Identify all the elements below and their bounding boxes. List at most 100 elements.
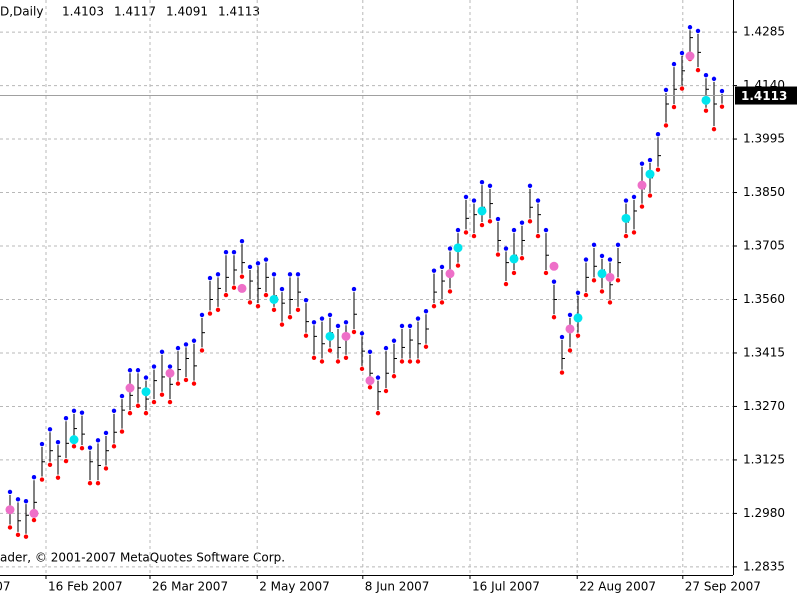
low-dot (79, 445, 85, 451)
low-dot (95, 481, 101, 486)
high-dot (87, 445, 93, 450)
low-dot (239, 274, 245, 279)
low-dot (199, 348, 205, 353)
y-tick-label: 1.4285 (743, 25, 785, 39)
high-dot (439, 264, 445, 270)
signal-marker (453, 243, 463, 253)
low-dot (471, 233, 477, 239)
low-dot (135, 403, 141, 408)
low-dot (527, 219, 533, 224)
high-dot (519, 220, 525, 225)
low-dot (503, 281, 509, 287)
high-dot (63, 415, 69, 421)
low-dot (151, 399, 157, 405)
high-dot (199, 312, 205, 318)
high-dot (495, 216, 501, 222)
low-dot (367, 385, 373, 390)
high-dot (687, 25, 693, 30)
signal-marker (5, 505, 15, 515)
x-tick-label: 2 May 2007 (259, 580, 330, 594)
high-dot (55, 439, 61, 445)
low-dot (423, 344, 429, 349)
low-dot (455, 263, 461, 268)
y-tick-label: 1.3415 (743, 345, 785, 359)
x-tick-label: 26 Mar 2007 (152, 580, 228, 594)
high-dot (671, 61, 677, 67)
low-dot (599, 289, 605, 294)
high-dot (127, 368, 133, 373)
low-dot (591, 278, 597, 283)
low-dot (191, 381, 197, 386)
low-dot (207, 311, 213, 316)
low-dot (295, 307, 301, 313)
high-dot (631, 194, 637, 200)
high-dot (207, 275, 213, 281)
signal-marker (509, 254, 519, 264)
header-close: 1.4113 (218, 5, 260, 19)
low-dot (23, 534, 29, 539)
high-dot (119, 393, 125, 399)
low-dot (39, 477, 45, 482)
high-dot (191, 338, 197, 343)
high-dot (15, 497, 21, 502)
high-dot (639, 161, 645, 166)
low-dot (7, 525, 13, 530)
high-dot (39, 441, 45, 447)
high-dot (271, 272, 277, 277)
low-dot (575, 333, 581, 338)
signal-marker (141, 387, 151, 397)
current-price-box (735, 86, 797, 105)
y-tick-label: 1.2835 (743, 559, 785, 573)
high-dot (399, 323, 405, 329)
signal-marker (29, 508, 39, 518)
high-dot (79, 410, 85, 415)
high-dot (23, 498, 29, 504)
low-dot (359, 366, 365, 372)
low-dot (415, 359, 421, 364)
header-open: 1.4103 (62, 5, 104, 19)
low-dot (655, 167, 661, 172)
high-dot (615, 242, 621, 248)
signal-marker (365, 376, 375, 386)
signal-marker (565, 324, 575, 334)
high-dot (703, 72, 709, 78)
low-dot (271, 307, 277, 313)
high-dot (143, 375, 149, 380)
symbol: D,Daily (0, 5, 43, 19)
high-dot (343, 320, 349, 325)
low-dot (551, 315, 557, 320)
high-dot (423, 309, 429, 314)
high-dot (391, 338, 397, 343)
low-dot (223, 292, 229, 298)
high-dot (559, 334, 565, 340)
low-dot (439, 300, 445, 305)
high-dot (607, 257, 613, 262)
high-dot (679, 50, 685, 56)
high-dot (263, 257, 269, 262)
y-tick-label: 1.3270 (743, 399, 785, 413)
low-dot (495, 252, 501, 257)
low-dot (487, 219, 493, 224)
high-dot (359, 331, 365, 336)
high-dot (583, 257, 589, 262)
high-dot (215, 272, 221, 277)
low-dot (127, 410, 133, 416)
low-dot (719, 104, 725, 109)
copyright: ader, © 2001-2007 MetaQuotes Software Co… (0, 551, 285, 565)
signal-marker (69, 435, 79, 445)
y-tick-label: 1.3560 (743, 292, 785, 306)
low-dot (519, 256, 525, 261)
low-dot (31, 517, 37, 523)
signal-marker (237, 283, 247, 293)
high-dot (655, 132, 661, 137)
high-dot (479, 179, 485, 185)
high-dot (431, 268, 437, 273)
high-dot (111, 408, 117, 414)
high-dot (471, 198, 477, 203)
low-dot (247, 300, 253, 305)
signal-marker (165, 368, 175, 378)
low-dot (167, 399, 173, 405)
signal-marker (637, 180, 647, 190)
low-dot (479, 222, 485, 228)
signal-marker (621, 213, 631, 223)
